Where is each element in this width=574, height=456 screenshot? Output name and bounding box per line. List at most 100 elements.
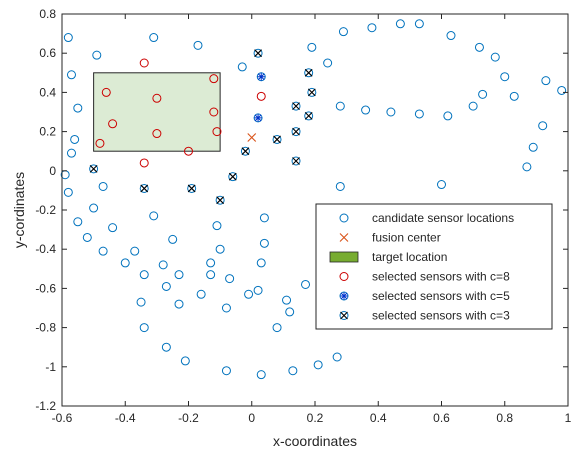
plot-area <box>60 19 567 380</box>
data-point <box>206 270 216 280</box>
data-point <box>446 31 456 41</box>
legend-marker <box>329 251 359 263</box>
data-point <box>272 134 282 144</box>
y-tick-label: 0.6 <box>39 46 56 60</box>
data-point <box>386 107 396 117</box>
data-point <box>244 289 254 299</box>
legend-label: candidate sensor locations <box>372 211 514 225</box>
data-point <box>256 258 266 268</box>
data-point <box>212 127 222 137</box>
data-point <box>196 289 206 299</box>
data-point <box>478 89 488 99</box>
data-point <box>338 27 348 37</box>
legend-label: selected sensors with c=5 <box>372 289 510 303</box>
axis-ticks: -0.6 -0.4 -0.2 0 0.2 0.4 0.6 0.8 1 -1.2 -1 -0.8 -0.6… <box>35 7 571 425</box>
target-region <box>93 72 221 152</box>
data-point <box>161 342 171 352</box>
data-point <box>253 48 263 58</box>
data-point <box>240 146 250 156</box>
legend-label: target location <box>372 250 447 264</box>
legend-marker <box>339 311 349 320</box>
data-point <box>184 146 193 156</box>
data-point <box>253 113 263 123</box>
data-point <box>139 158 149 168</box>
data-point <box>291 127 301 137</box>
data-point <box>557 85 567 95</box>
data-point <box>174 270 184 280</box>
data-point <box>335 181 345 191</box>
data-point <box>180 356 190 366</box>
y-tick-label: -0.2 <box>35 203 56 217</box>
data-point <box>66 148 76 158</box>
data-point <box>256 91 266 101</box>
data-point <box>335 101 345 111</box>
data-point <box>139 323 149 333</box>
data-point <box>152 129 162 139</box>
data-point <box>149 33 159 43</box>
data-point <box>209 107 219 117</box>
data-point <box>500 72 510 82</box>
y-tick-label: -1.2 <box>35 399 56 413</box>
legend-marker <box>339 233 349 242</box>
data-point <box>395 19 405 29</box>
y-tick-label: -1 <box>45 360 56 374</box>
legend-label: selected sensors with c=3 <box>372 309 510 323</box>
y-tick-label: 0 <box>49 164 56 178</box>
data-point <box>139 58 149 68</box>
y-tick-label: 0.4 <box>39 85 56 99</box>
x-tick-label: -0.6 <box>52 411 73 425</box>
data-point <box>73 217 83 227</box>
data-point <box>101 87 111 97</box>
data-point <box>98 181 108 191</box>
y-tick-label: -0.6 <box>35 281 56 295</box>
data-point <box>307 42 317 52</box>
data-point <box>70 134 80 144</box>
data-point <box>490 52 500 62</box>
data-point <box>225 274 235 284</box>
data-point <box>332 352 342 362</box>
x-tick-label: 0 <box>248 411 255 425</box>
data-point <box>212 221 222 231</box>
data-point <box>161 281 171 291</box>
data-point <box>152 93 162 103</box>
data-point <box>174 299 184 309</box>
data-point <box>98 246 108 256</box>
legend-marker <box>339 291 349 301</box>
legend-box <box>315 203 553 330</box>
y-axis-label: y-cordinates <box>11 172 27 248</box>
data-point <box>304 111 314 121</box>
data-point <box>272 323 282 333</box>
data-point <box>139 270 149 280</box>
data-point <box>237 62 247 72</box>
legend-marker <box>339 213 349 223</box>
y-tick-label: -0.8 <box>35 321 56 335</box>
data-point <box>256 72 266 82</box>
data-point <box>139 183 149 193</box>
y-tick-label: 0.8 <box>39 7 56 21</box>
data-point <box>301 279 311 289</box>
legend-marker <box>339 272 349 281</box>
data-point <box>73 103 83 113</box>
legend: candidate sensor locations fusion center t… <box>315 203 553 330</box>
data-point <box>367 23 377 33</box>
data-point <box>304 68 314 78</box>
data-point <box>538 121 548 131</box>
data-point <box>149 211 159 221</box>
y-tick-label: 0.2 <box>39 125 56 139</box>
data-point <box>437 180 446 190</box>
data-point <box>247 133 257 142</box>
x-tick-label: 0.8 <box>496 411 513 425</box>
data-point <box>307 87 317 97</box>
data-point <box>95 138 105 148</box>
x-tick-label: -0.2 <box>178 411 199 425</box>
data-point <box>209 74 219 84</box>
data-point <box>256 370 266 380</box>
x-tick-label: 0.4 <box>370 411 387 425</box>
data-point <box>158 260 168 270</box>
data-point <box>414 109 424 119</box>
data-point <box>288 366 298 376</box>
data-point <box>443 111 453 121</box>
data-point <box>414 19 424 29</box>
data-point <box>130 246 140 256</box>
data-point <box>468 101 478 111</box>
